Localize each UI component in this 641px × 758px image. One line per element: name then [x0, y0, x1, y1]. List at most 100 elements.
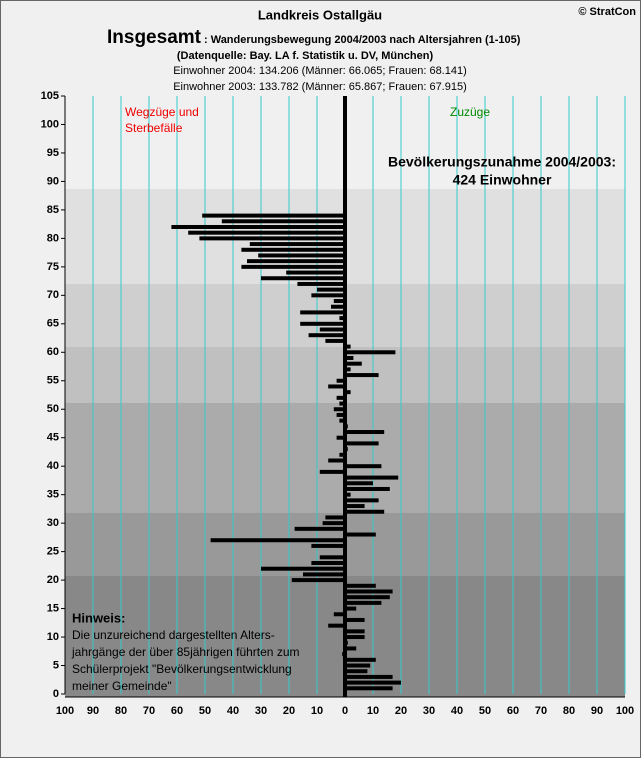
x-tick-label: 70	[143, 705, 155, 717]
bar	[345, 486, 390, 491]
x-tick-label: 40	[227, 705, 239, 717]
bar	[345, 532, 376, 537]
bar	[328, 384, 345, 389]
bar	[333, 407, 345, 412]
bar	[345, 441, 379, 446]
bar	[345, 595, 390, 600]
bar	[336, 412, 345, 417]
bar	[345, 350, 396, 355]
x-tick-label: 10	[367, 705, 379, 717]
note-line: Die unzureichend dargestellten Alters-	[72, 628, 275, 642]
bar	[345, 629, 365, 634]
bar	[336, 395, 345, 400]
bar	[249, 242, 345, 247]
bar	[345, 583, 376, 588]
y-tick-label: 50	[47, 403, 59, 415]
bar	[345, 600, 382, 605]
bar	[328, 623, 345, 628]
y-tick-label: 45	[47, 432, 59, 444]
bar	[345, 492, 351, 497]
left-label: Wegzüge und	[125, 105, 199, 119]
copyright: © StratCon	[578, 6, 636, 18]
bar	[325, 515, 345, 520]
bar	[308, 333, 345, 338]
bar	[261, 276, 345, 281]
x-tick-label: 50	[199, 705, 211, 717]
x-tick-label: 90	[591, 705, 603, 717]
bar	[261, 566, 345, 571]
x-tick-label: 20	[283, 705, 295, 717]
x-tick-label: 20	[395, 705, 407, 717]
bar	[345, 635, 365, 640]
bar	[241, 264, 345, 269]
bar	[336, 378, 345, 383]
y-tick-label: 15	[47, 602, 59, 614]
bar	[333, 612, 345, 617]
bar	[300, 310, 345, 315]
info: Einwohner 2003: 133.782 (Männer: 65.867;…	[173, 81, 467, 93]
bar	[199, 236, 345, 241]
bar	[333, 299, 345, 304]
bar	[345, 657, 376, 662]
bar	[345, 355, 354, 360]
bar	[345, 669, 368, 674]
bar	[345, 646, 357, 651]
y-tick-label: 65	[47, 318, 59, 330]
bar	[345, 464, 382, 469]
bar	[339, 418, 345, 423]
zero-axis	[343, 96, 347, 697]
bar	[300, 321, 345, 326]
heading: Insgesamt	[107, 27, 202, 48]
bar	[319, 327, 345, 332]
x-tick-label: 70	[535, 705, 547, 717]
bar	[339, 316, 345, 321]
bar	[319, 555, 345, 560]
bar	[345, 498, 379, 503]
bar	[202, 213, 345, 218]
bar	[188, 230, 345, 235]
bar	[345, 617, 365, 622]
y-tick-label: 0	[53, 688, 59, 700]
y-tick-label: 55	[47, 375, 59, 387]
bar	[322, 521, 345, 526]
bar	[345, 430, 385, 435]
bar	[286, 270, 345, 275]
subtitle: : Wanderungsbewegung 2004/2003 nach Alte…	[204, 34, 521, 46]
y-tick-label: 35	[47, 489, 59, 501]
bar	[297, 281, 345, 286]
bar	[339, 452, 345, 457]
bar	[294, 526, 345, 531]
bar	[258, 253, 345, 258]
note-line: jahrgänge der über 85jährigen führten zu…	[71, 645, 299, 659]
bar	[221, 219, 345, 224]
bar	[311, 543, 345, 548]
y-tick-label: 85	[47, 204, 59, 216]
x-tick-label: 40	[451, 705, 463, 717]
info: Einwohner 2004: 134.206 (Männer: 66.065;…	[173, 65, 467, 77]
y-tick-label: 80	[47, 232, 59, 244]
y-tick-label: 5	[53, 659, 59, 671]
y-tick-label: 100	[41, 118, 59, 130]
x-tick-label: 90	[87, 705, 99, 717]
bar	[336, 435, 345, 440]
bar	[345, 344, 351, 349]
right-label: Zuzüge	[450, 105, 490, 119]
bar	[345, 674, 393, 679]
x-tick-label: 60	[507, 705, 519, 717]
x-tick-label: 10	[311, 705, 323, 717]
note-line: meiner Gemeinde"	[72, 679, 172, 693]
x-tick-label: 0	[342, 705, 348, 717]
y-tick-label: 25	[47, 546, 59, 558]
y-tick-label: 10	[47, 631, 59, 643]
bar	[339, 401, 345, 406]
bar	[325, 338, 345, 343]
y-tick-label: 90	[47, 175, 59, 187]
bar	[345, 509, 385, 514]
x-tick-label: 60	[171, 705, 183, 717]
bar	[328, 458, 345, 463]
bar	[345, 680, 401, 685]
note-heading: Hinweis:	[72, 610, 125, 625]
bar	[210, 538, 345, 543]
bar	[345, 686, 393, 691]
